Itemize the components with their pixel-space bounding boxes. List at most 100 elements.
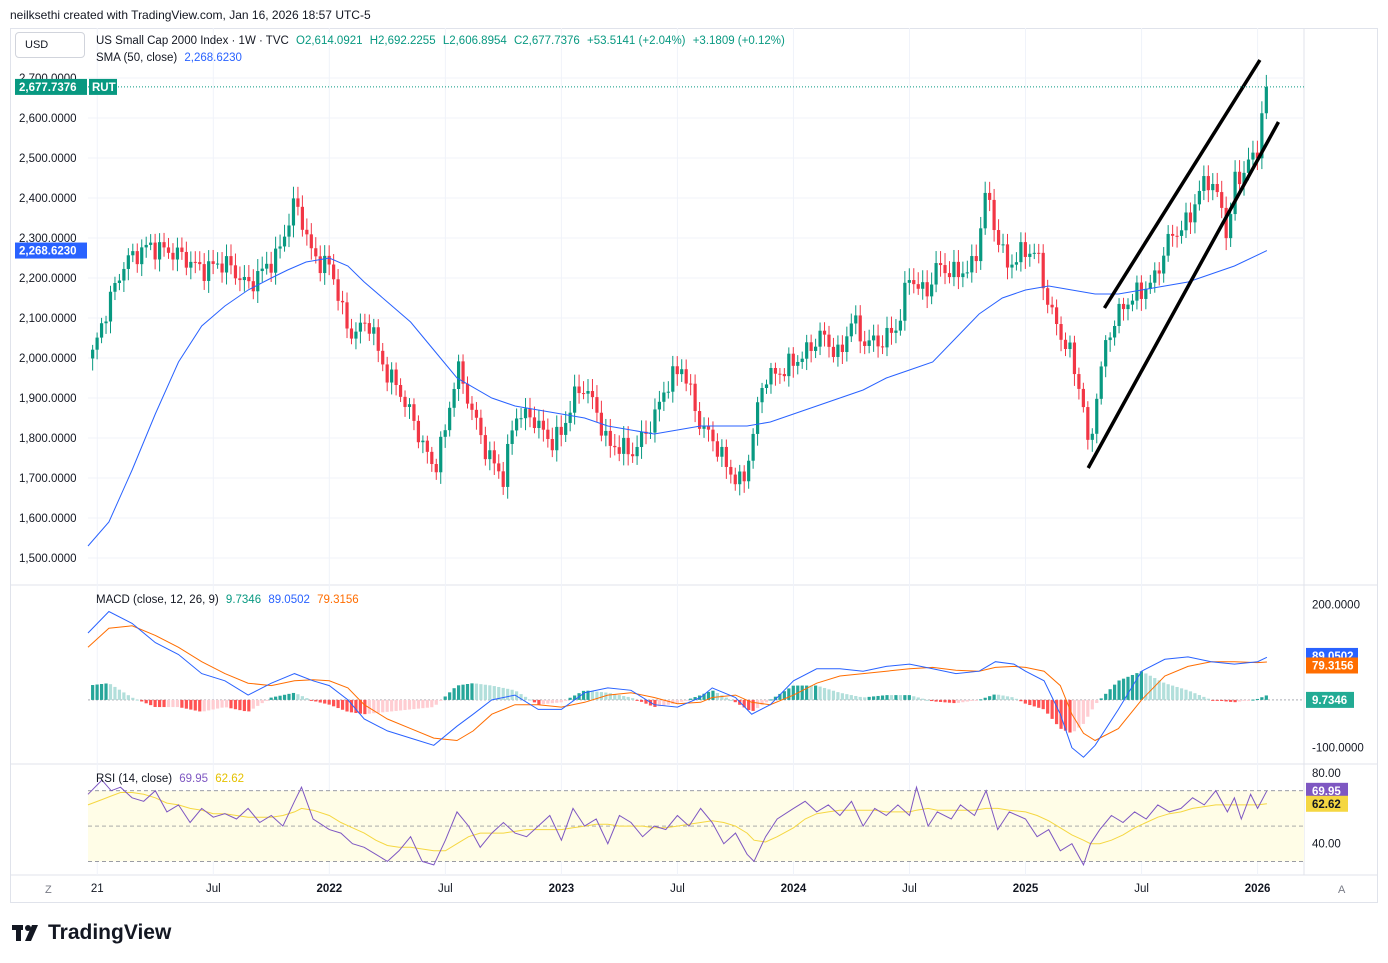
candle-body xyxy=(99,323,104,338)
candle-body xyxy=(983,192,987,229)
corner-right[interactable]: A xyxy=(1338,884,1346,896)
candle-body xyxy=(573,386,577,413)
candle xyxy=(1260,101,1264,170)
candle-body xyxy=(265,263,269,269)
candle-body xyxy=(104,321,108,324)
macd-hist-bar xyxy=(1041,699,1045,710)
candle xyxy=(238,266,242,292)
candle xyxy=(1019,232,1023,272)
hist-value-label: 9.7346 xyxy=(1312,695,1347,707)
macd-hist-bar xyxy=(140,699,144,702)
macd-hist-bar xyxy=(657,699,662,707)
channel-upper-trendline xyxy=(1102,59,1262,309)
candle xyxy=(412,398,416,431)
candle xyxy=(880,335,885,355)
macd-hist-bar xyxy=(889,695,894,700)
candle-body xyxy=(1166,233,1170,256)
macd-hist-bar xyxy=(242,699,246,712)
candle xyxy=(836,335,840,367)
candle-body xyxy=(622,437,626,454)
candle-body xyxy=(747,460,751,482)
currency-button[interactable]: USD xyxy=(15,32,85,58)
candle-body xyxy=(523,408,528,419)
time-tick-label: 2025 xyxy=(1013,883,1039,895)
candle-body xyxy=(1032,252,1036,254)
macd-hist-bar xyxy=(1264,695,1268,700)
macd-hist-bar xyxy=(693,697,697,700)
macd-hist-bar xyxy=(992,694,996,700)
macd-hist-bar xyxy=(639,699,644,702)
candle xyxy=(1211,173,1215,201)
candle xyxy=(184,241,188,276)
candle xyxy=(162,232,166,257)
candle-body xyxy=(394,369,398,386)
rsi-ma-tag xyxy=(1306,795,1348,812)
candle xyxy=(769,362,773,394)
candle xyxy=(519,407,523,428)
candle xyxy=(345,292,349,339)
candle-body xyxy=(207,261,211,281)
candle xyxy=(126,248,130,281)
macd-hist-bar xyxy=(666,699,670,705)
candle xyxy=(1255,140,1260,171)
candle xyxy=(608,418,612,458)
candle xyxy=(1028,244,1032,267)
macd-hist-bar xyxy=(1139,671,1143,700)
macd-hist-value: 9.7346 xyxy=(225,594,262,606)
macd-signal-value: 79.3156 xyxy=(317,594,359,606)
macd-hist-bar xyxy=(961,699,965,703)
macd-hist-bar xyxy=(265,699,269,701)
macd-hist-bar xyxy=(456,685,461,700)
macd-hist-bar xyxy=(1014,698,1019,700)
candle-body xyxy=(720,446,724,457)
rsi-band xyxy=(88,790,1304,862)
time-tick-label: 21 xyxy=(91,883,104,895)
macd-hist-bar xyxy=(300,696,304,700)
candle xyxy=(296,186,300,216)
candle-body xyxy=(461,361,465,384)
candle xyxy=(99,317,104,344)
macd-hist-bar xyxy=(260,699,264,704)
macd-hist-bar xyxy=(95,684,99,700)
macd-tick-label: -100.0000 xyxy=(1312,743,1364,755)
corner-left[interactable]: Z xyxy=(45,884,52,896)
candle xyxy=(778,368,782,384)
candle-body xyxy=(256,271,260,292)
candle xyxy=(546,418,550,448)
macd-hist-bar xyxy=(318,699,322,703)
candle-body xyxy=(412,404,416,421)
candle xyxy=(648,421,653,439)
candle-body xyxy=(1242,172,1246,185)
candle xyxy=(247,265,251,289)
rsi-label: RSI (14, close) xyxy=(96,773,173,785)
candle-body xyxy=(1148,282,1152,289)
candle-body xyxy=(465,383,470,404)
candle xyxy=(738,464,742,496)
rsi-value-label: 69.95 xyxy=(1312,786,1341,798)
candle-body xyxy=(706,426,711,430)
symbol-label: US Small Cap 2000 Index · 1W · TVC xyxy=(96,35,289,47)
candle-body xyxy=(1063,339,1068,350)
macd-hist-bar xyxy=(1206,698,1210,700)
candle xyxy=(720,439,724,467)
candle-body xyxy=(497,463,501,472)
candle xyxy=(224,244,229,285)
candle-body xyxy=(1224,207,1228,239)
candle-body xyxy=(140,247,144,265)
candle xyxy=(528,397,532,428)
candle-body xyxy=(488,450,492,460)
candle-body xyxy=(278,246,282,249)
candle-body xyxy=(992,199,996,231)
macd-hist-bar xyxy=(385,699,389,712)
macd-hist-bar xyxy=(483,684,487,700)
macd-hist-bar xyxy=(175,699,180,708)
candle xyxy=(390,362,394,395)
macd-hist-bar xyxy=(1162,682,1166,700)
candle xyxy=(1206,165,1210,203)
candle-body xyxy=(1046,288,1050,305)
candle xyxy=(724,439,728,479)
candle-body xyxy=(1099,366,1103,399)
candle xyxy=(1175,226,1179,248)
macd-hist-bar xyxy=(229,699,233,709)
